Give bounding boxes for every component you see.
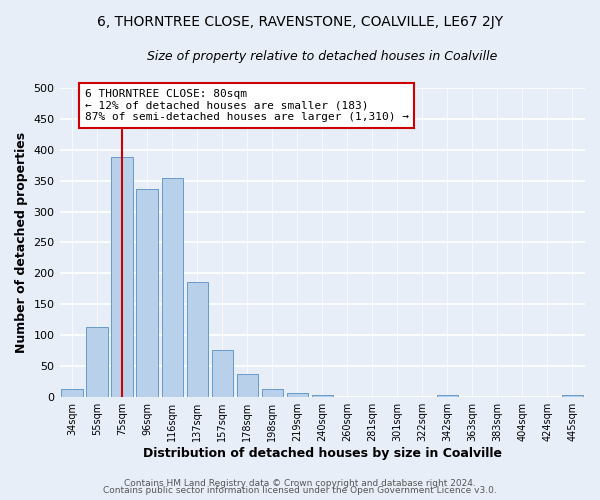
Title: Size of property relative to detached houses in Coalville: Size of property relative to detached ho…: [147, 50, 497, 63]
X-axis label: Distribution of detached houses by size in Coalville: Distribution of detached houses by size …: [143, 447, 502, 460]
Bar: [86, 328, 108, 397]
Bar: [112, 157, 133, 397]
Y-axis label: Number of detached properties: Number of detached properties: [15, 132, 28, 353]
Bar: [562, 394, 583, 397]
Text: 6 THORNTREE CLOSE: 80sqm
← 12% of detached houses are smaller (183)
87% of semi-: 6 THORNTREE CLOSE: 80sqm ← 12% of detach…: [85, 89, 409, 122]
Bar: [136, 188, 158, 397]
Text: 6, THORNTREE CLOSE, RAVENSTONE, COALVILLE, LE67 2JY: 6, THORNTREE CLOSE, RAVENSTONE, COALVILL…: [97, 15, 503, 29]
Bar: [212, 350, 233, 397]
Bar: [437, 394, 458, 397]
Text: Contains public sector information licensed under the Open Government Licence v3: Contains public sector information licen…: [103, 486, 497, 495]
Bar: [262, 389, 283, 397]
Bar: [236, 374, 258, 397]
Bar: [311, 394, 333, 397]
Bar: [287, 394, 308, 397]
Bar: [161, 178, 183, 397]
Bar: [61, 389, 83, 397]
Bar: [187, 282, 208, 397]
Text: Contains HM Land Registry data © Crown copyright and database right 2024.: Contains HM Land Registry data © Crown c…: [124, 478, 476, 488]
